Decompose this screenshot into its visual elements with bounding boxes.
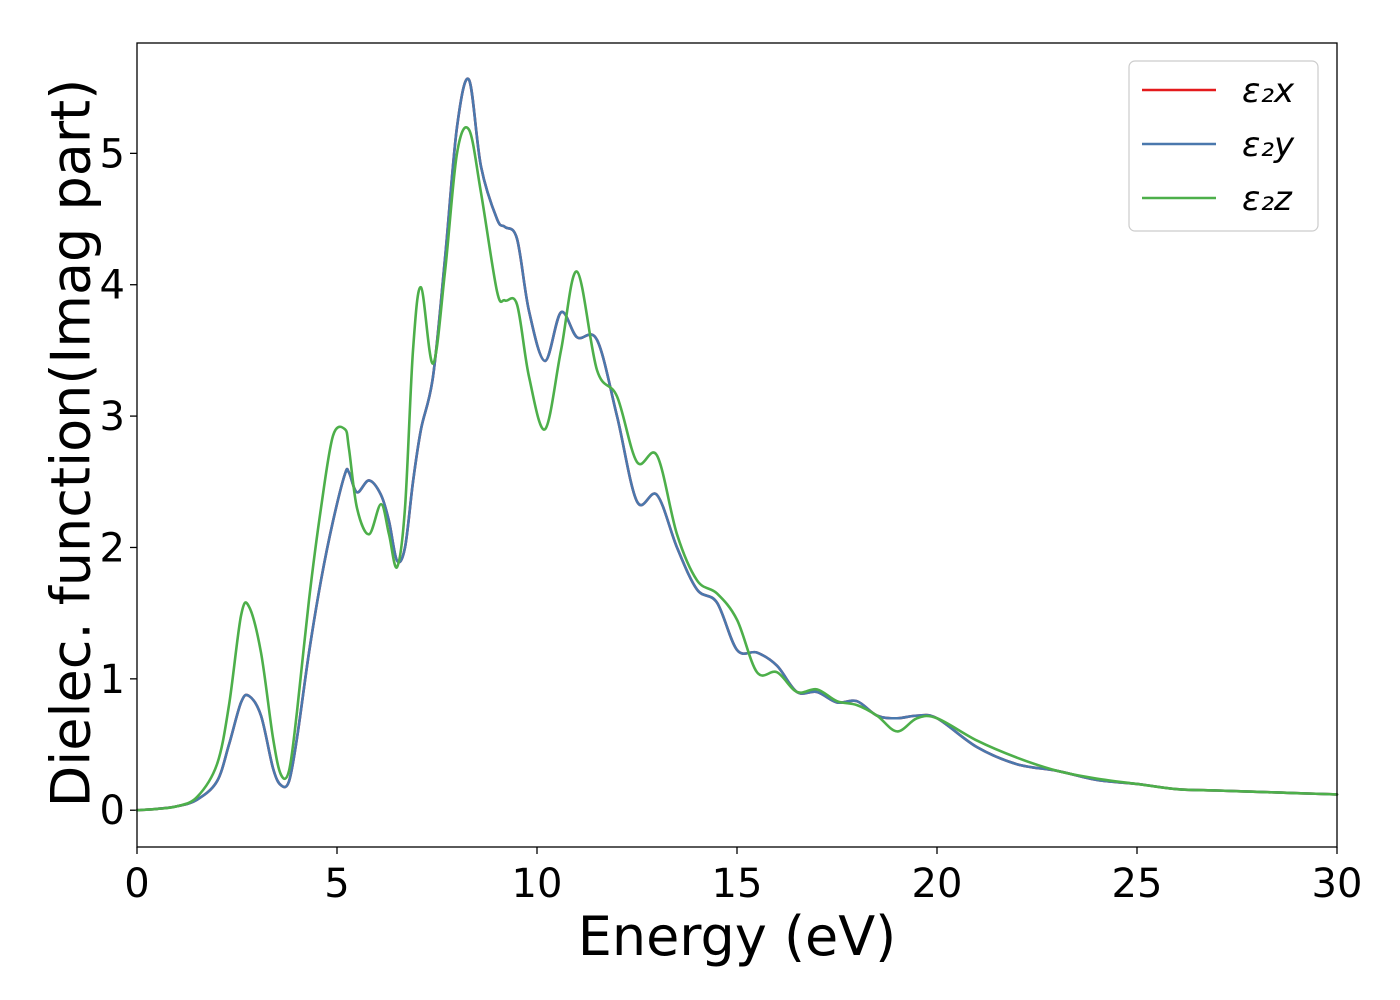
- series-line-2: [135, 77, 1339, 812]
- x-tick-label: 10: [512, 861, 563, 907]
- y-axis-label: Dielec. function(Imag part): [40, 79, 103, 808]
- x-tick-label: 25: [1112, 861, 1163, 907]
- series-line-3: [135, 126, 1339, 812]
- x-tick-label: 15: [712, 861, 763, 907]
- x-tick-label: 20: [912, 861, 963, 907]
- y-tick-label: 4: [100, 263, 125, 309]
- series-lines: [135, 77, 1339, 812]
- y-axis-ticks: 0 1 2 3 4 5: [100, 131, 137, 834]
- plot-frame: [136, 42, 1338, 848]
- x-tick-label: 30: [1312, 861, 1363, 907]
- legend-box: [1128, 60, 1319, 232]
- y-tick-label: 0: [100, 788, 125, 834]
- y-tick-label: 5: [100, 131, 125, 177]
- legend-label-3: ε₂z: [1242, 179, 1293, 219]
- y-tick-label: 2: [100, 525, 125, 571]
- x-tick-label: 0: [124, 861, 149, 907]
- x-axis-ticks: 0 5 10 15 20 25 30: [124, 847, 1362, 907]
- legend-label-1: ε₂x: [1242, 71, 1295, 111]
- x-tick-label: 5: [324, 861, 349, 907]
- legend-label-2: ε₂y: [1242, 125, 1295, 165]
- y-tick-label: 1: [100, 657, 125, 703]
- y-tick-label: 3: [100, 394, 125, 440]
- x-axis-label: Energy (eV): [578, 905, 897, 968]
- legend: ε₂x ε₂y ε₂z: [1128, 60, 1319, 232]
